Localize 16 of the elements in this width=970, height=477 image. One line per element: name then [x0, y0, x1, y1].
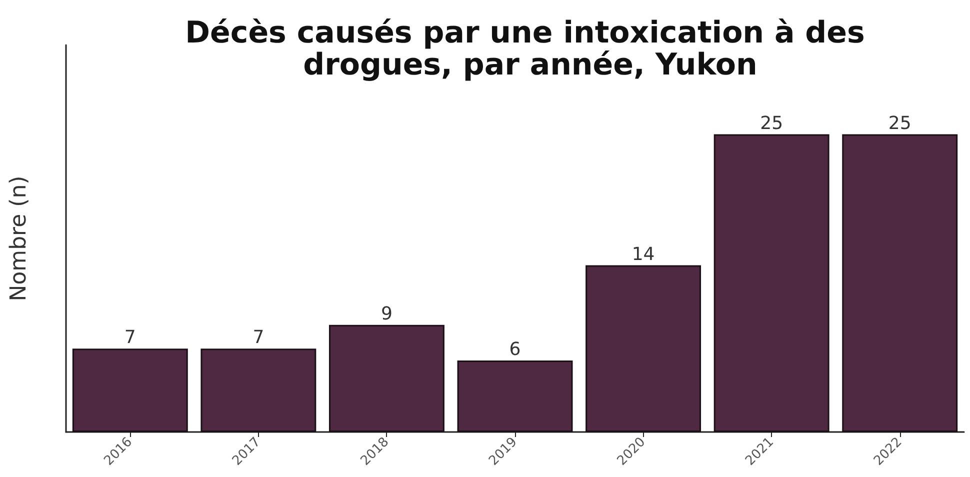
- data-label: 7: [252, 327, 264, 348]
- data-label: 7: [124, 327, 136, 348]
- data-label: 25: [760, 112, 784, 134]
- bar: [328, 324, 444, 432]
- data-label: 6: [509, 339, 521, 360]
- bar: [457, 360, 573, 432]
- bar: [842, 134, 958, 432]
- bar: [586, 265, 702, 432]
- bar: [72, 348, 188, 432]
- data-label: 14: [632, 244, 655, 265]
- data-label: 9: [380, 303, 392, 324]
- data-label: 25: [888, 112, 912, 134]
- y-axis-title: Nombre (n): [6, 176, 32, 302]
- bar: [200, 348, 316, 432]
- bar: [714, 134, 830, 432]
- chart-title: Décès causés par une intoxication à des drogues, par année, Yukon: [185, 16, 865, 82]
